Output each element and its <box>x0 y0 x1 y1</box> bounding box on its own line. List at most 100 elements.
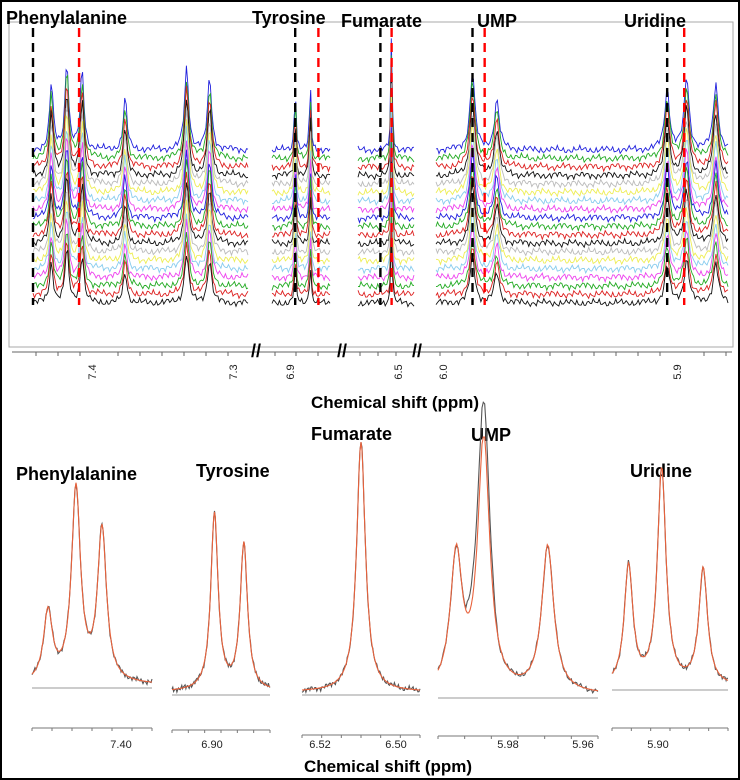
spectrum-trace-14-segment-1 <box>271 231 331 274</box>
spectrum-trace-2-segment-3 <box>435 97 729 173</box>
spectrum-trace-15-segment-2 <box>357 200 415 282</box>
top-reference-markers <box>31 28 686 305</box>
spectrum-trace-16-segment-0 <box>32 232 249 290</box>
top-tick-label-6.5: 6.5 <box>393 364 405 379</box>
spectrum-trace-2-segment-2 <box>357 59 415 172</box>
top-tick-label-6.0: 6.0 <box>438 364 450 379</box>
spectrum-trace-5-segment-3 <box>435 123 729 198</box>
fitted-spectrum-uridine <box>611 466 729 681</box>
spectrum-trace-14-segment-2 <box>357 194 415 275</box>
bottom-axis-title: Chemical shift (ppm) <box>304 757 472 776</box>
observed-spectrum-ump <box>437 401 599 694</box>
bottom-tick-label-5.96: 5.96 <box>572 739 593 751</box>
spectrum-trace-9-segment-3 <box>435 166 729 232</box>
spectrum-trace-16-segment-2 <box>357 214 415 290</box>
spectrum-trace-4-segment-2 <box>357 83 415 188</box>
spectrum-trace-6-segment-2 <box>357 101 415 207</box>
observed-spectrum-fumarate <box>301 442 421 695</box>
spectrum-trace-12-segment-2 <box>357 171 415 257</box>
spectrum-trace-4-segment-1 <box>271 131 331 187</box>
spectrum-trace-3-segment-1 <box>271 117 331 181</box>
bottom-tick-label-6.90: 6.90 <box>201 739 222 751</box>
spectrum-trace-5-segment-1 <box>271 139 331 197</box>
top-axis-title: Chemical shift (ppm) <box>311 393 479 412</box>
axis-break-3: // <box>412 341 422 361</box>
bottom-tick-label-5.98: 5.98 <box>497 739 518 751</box>
bottom-tick-label-7.40: 7.40 <box>110 739 131 751</box>
spectrum-trace-6-segment-0 <box>32 125 249 206</box>
top-tick-label-6.9: 6.9 <box>285 364 297 379</box>
spectrum-trace-8-segment-0 <box>32 149 249 224</box>
bottom-tick-label-6.50: 6.50 <box>385 739 406 751</box>
spectrum-trace-0-segment-2 <box>357 38 415 155</box>
top-label-fumarate: Fumarate <box>341 11 422 31</box>
spectrum-trace-14-segment-0 <box>32 211 249 274</box>
axis-break-2: // <box>337 341 347 361</box>
top-label-ump: UMP <box>477 11 517 31</box>
spectrum-trace-14-segment-3 <box>435 214 729 275</box>
bottom-label-fumarate: Fumarate <box>311 424 392 444</box>
spectrum-trace-1-segment-0 <box>32 74 249 163</box>
spectrum-trace-18-segment-0 <box>32 250 249 308</box>
spectrum-trace-5-segment-2 <box>357 94 415 198</box>
spectrum-trace-1-segment-1 <box>271 101 331 163</box>
bottom-label-phenylalanine: Phenylalanine <box>16 464 137 484</box>
fitted-spectrum-ump <box>437 436 599 692</box>
top-spectra-traces <box>32 38 729 308</box>
spectrum-trace-4-segment-0 <box>32 107 249 189</box>
spectrum-trace-17-segment-2 <box>357 224 415 298</box>
top-label-tyrosine: Tyrosine <box>252 8 326 28</box>
spectrum-trace-10-segment-1 <box>271 189 331 239</box>
spectrum-trace-6-segment-3 <box>435 138 729 206</box>
top-tick-label-7.3: 7.3 <box>228 364 240 379</box>
axis-break-1: // <box>251 341 261 361</box>
spectrum-trace-16-segment-3 <box>435 237 729 292</box>
bottom-label-ump: UMP <box>471 425 511 445</box>
spectrum-trace-1-segment-2 <box>357 55 415 164</box>
spectrum-trace-12-segment-1 <box>271 209 331 255</box>
top-plot-frame <box>8 21 734 348</box>
spectrum-trace-8-segment-2 <box>357 127 415 224</box>
spectrum-trace-5-segment-0 <box>32 115 249 196</box>
spectrum-trace-17-segment-1 <box>271 257 331 298</box>
observed-spectrum-phenylalanine <box>31 483 153 686</box>
top-x-axis-minor-ticks <box>35 352 727 356</box>
spectrum-trace-8-segment-1 <box>271 173 331 223</box>
spectrum-trace-10-segment-2 <box>357 150 415 239</box>
spectrum-trace-6-segment-1 <box>271 150 331 206</box>
spectrum-trace-3-segment-2 <box>357 74 415 181</box>
bottom-label-tyrosine: Tyrosine <box>196 461 270 481</box>
spectrum-trace-13-segment-2 <box>357 180 415 266</box>
top-tick-label-5.9: 5.9 <box>672 364 684 379</box>
spectrum-trace-2-segment-0 <box>32 85 249 172</box>
fitted-spectrum-fumarate <box>301 442 421 691</box>
spectrum-trace-15-segment-0 <box>32 218 249 282</box>
spectrum-trace-2-segment-1 <box>271 109 331 173</box>
spectrum-trace-0-segment-3 <box>435 76 729 155</box>
fitted-spectrum-phenylalanine <box>31 482 153 683</box>
top-tick-label-7.4: 7.4 <box>87 364 99 379</box>
bottom-tick-label-6.52: 6.52 <box>309 739 330 751</box>
spectrum-trace-11-segment-2 <box>357 161 415 247</box>
spectrum-trace-7-segment-3 <box>435 144 729 214</box>
spectrum-trace-18-segment-1 <box>271 267 331 306</box>
observed-spectrum-tyrosine <box>171 510 271 695</box>
spectrum-trace-10-segment-0 <box>32 171 249 239</box>
spectrum-trace-16-segment-1 <box>271 248 331 291</box>
spectrum-trace-17-segment-0 <box>32 241 249 300</box>
spectrum-trace-18-segment-2 <box>357 239 415 308</box>
spectrum-trace-9-segment-2 <box>357 137 415 232</box>
top-label-phenylalanine: Phenylalanine <box>6 8 127 28</box>
top-label-uridine: Uridine <box>624 11 686 31</box>
bottom-tick-label-5.90: 5.90 <box>647 739 668 751</box>
spectrum-trace-13-segment-1 <box>271 214 331 266</box>
fitted-spectrum-tyrosine <box>171 511 271 691</box>
spectrum-trace-9-segment-1 <box>271 176 331 232</box>
spectrum-trace-12-segment-0 <box>32 190 249 257</box>
spectrum-trace-7-segment-1 <box>271 159 331 213</box>
spectrum-trace-11-segment-1 <box>271 197 331 248</box>
spectrum-trace-15-segment-1 <box>271 237 331 283</box>
